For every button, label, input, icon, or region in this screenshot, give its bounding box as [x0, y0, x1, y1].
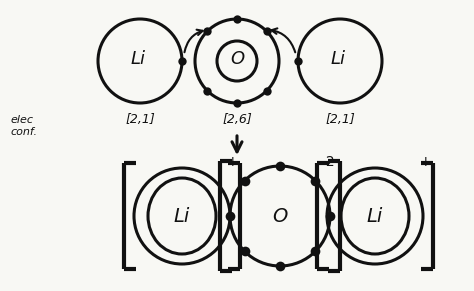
Text: +: +: [226, 155, 238, 169]
Text: [2,1]: [2,1]: [325, 113, 355, 125]
Text: [2,1]: [2,1]: [125, 113, 155, 125]
Text: [2,6]: [2,6]: [222, 113, 252, 125]
Text: O: O: [272, 207, 288, 226]
Text: -2: -2: [321, 155, 335, 169]
Text: Li: Li: [130, 50, 146, 68]
Text: Li: Li: [367, 207, 383, 226]
Text: Li: Li: [330, 50, 346, 68]
Text: +: +: [419, 155, 431, 169]
Text: Li: Li: [174, 207, 190, 226]
Text: O: O: [230, 50, 244, 68]
Text: elec
conf.: elec conf.: [10, 115, 37, 137]
